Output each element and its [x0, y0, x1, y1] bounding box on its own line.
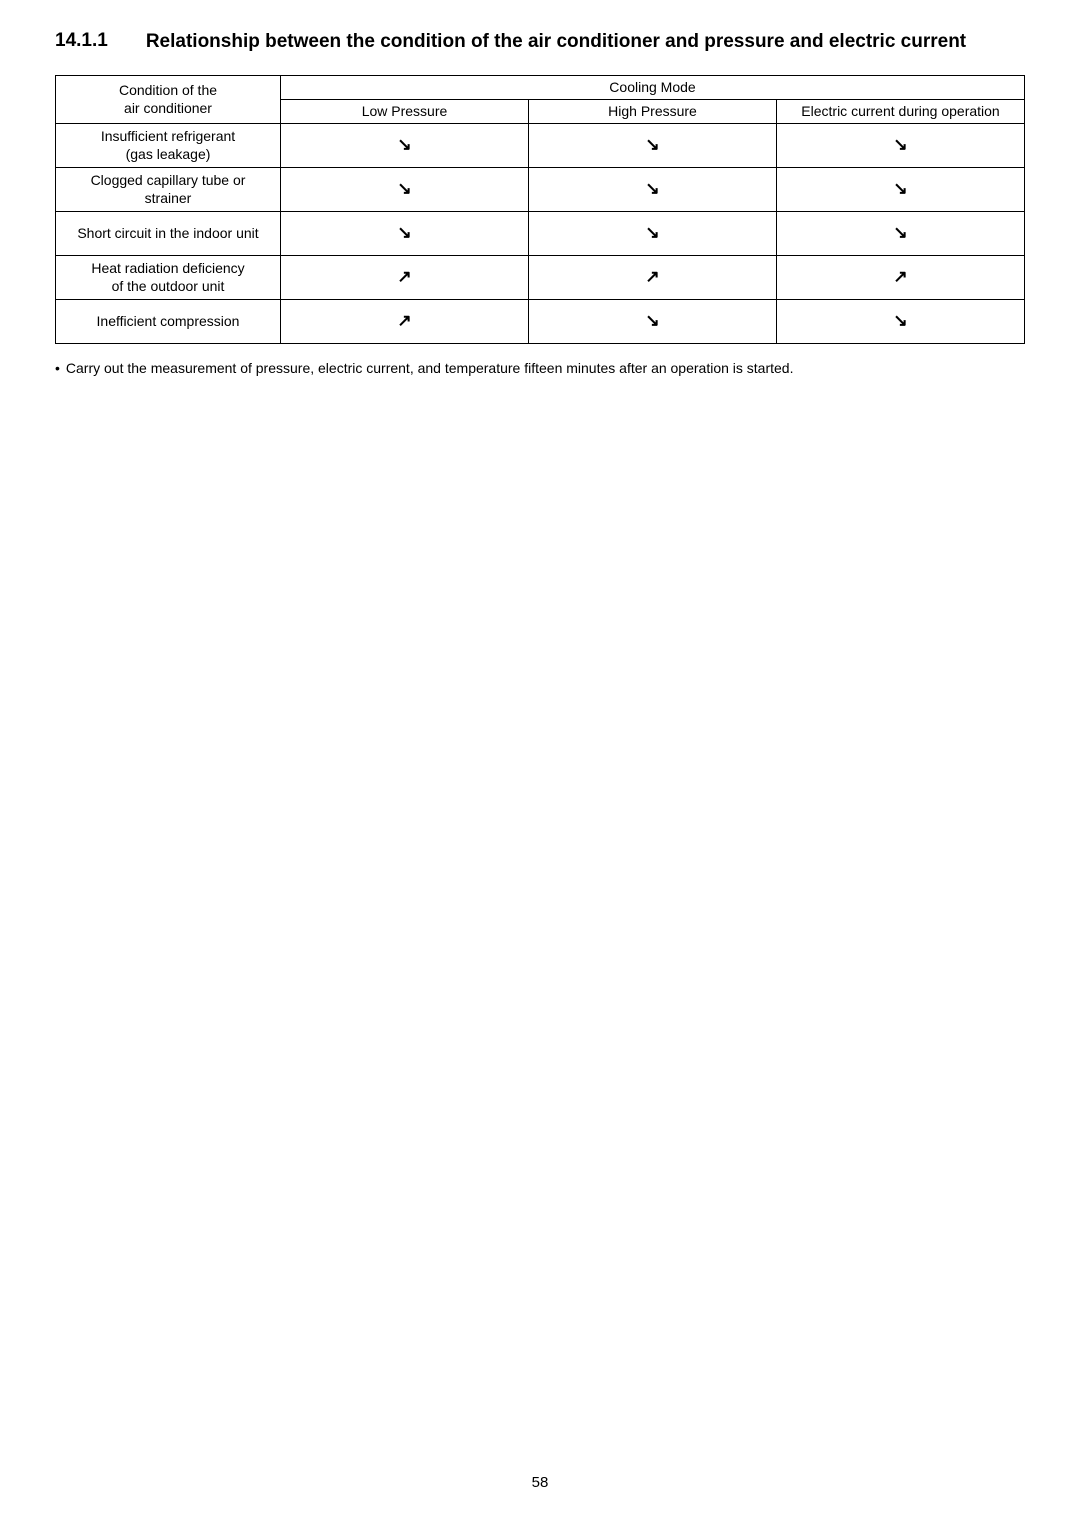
table-row: Heat radiation deficiency of the outdoor… [56, 255, 1025, 299]
section-heading: 14.1.1 Relationship between the conditio… [55, 30, 1025, 55]
arrow-icon: ↘ [893, 179, 907, 198]
condition-line2: strainer [145, 190, 192, 206]
condition-line2: (gas leakage) [126, 146, 211, 162]
condition-line1: Inefficient compression [97, 313, 240, 329]
low-pressure-cell: ↗ [281, 255, 529, 299]
arrow-icon: ↘ [397, 135, 411, 154]
bullet-icon: • [55, 360, 60, 376]
table-row: Clogged capillary tube or strainer ↘ ↘ ↘ [56, 167, 1025, 211]
condition-cell: Short circuit in the indoor unit [56, 211, 281, 255]
current-cell: ↘ [777, 211, 1025, 255]
arrow-icon: ↘ [645, 223, 659, 242]
condition-header-cell: Condition of the air conditioner [56, 75, 281, 123]
arrow-icon: ↗ [397, 311, 411, 330]
current-cell: ↗ [777, 255, 1025, 299]
arrow-icon: ↘ [645, 179, 659, 198]
low-pressure-cell: ↘ [281, 167, 529, 211]
condition-line1: Clogged capillary tube or [91, 172, 246, 188]
arrow-icon: ↘ [397, 223, 411, 242]
current-cell: ↘ [777, 167, 1025, 211]
high-pressure-cell: ↘ [529, 167, 777, 211]
condition-cell: Inefficient compression [56, 299, 281, 343]
cooling-mode-header: Cooling Mode [281, 75, 1025, 99]
low-pressure-cell: ↗ [281, 299, 529, 343]
condition-table: Condition of the air conditioner Cooling… [55, 75, 1025, 344]
high-pressure-cell: ↘ [529, 211, 777, 255]
page-number: 58 [0, 1474, 1080, 1491]
condition-cell: Clogged capillary tube or strainer [56, 167, 281, 211]
table-row: Inefficient compression ↗ ↘ ↘ [56, 299, 1025, 343]
arrow-icon: ↘ [645, 135, 659, 154]
column-header-current: Electric current during operation [777, 99, 1025, 123]
low-pressure-cell: ↘ [281, 123, 529, 167]
high-pressure-cell: ↘ [529, 299, 777, 343]
column-header-low: Low Pressure [281, 99, 529, 123]
condition-line2: of the outdoor unit [112, 278, 225, 294]
condition-header-line2: air conditioner [124, 100, 212, 116]
current-cell: ↘ [777, 123, 1025, 167]
table-row: Insufficient refrigerant (gas leakage) ↘… [56, 123, 1025, 167]
condition-line1: Insufficient refrigerant [101, 128, 235, 144]
heading-number: 14.1.1 [55, 30, 108, 52]
condition-cell: Heat radiation deficiency of the outdoor… [56, 255, 281, 299]
arrow-icon: ↗ [893, 267, 907, 286]
condition-line1: Heat radiation deficiency [91, 260, 244, 276]
arrow-icon: ↘ [893, 135, 907, 154]
arrow-icon: ↗ [397, 267, 411, 286]
column-header-high: High Pressure [529, 99, 777, 123]
footnote-text: Carry out the measurement of pressure, e… [66, 360, 794, 376]
table-row: Short circuit in the indoor unit ↘ ↘ ↘ [56, 211, 1025, 255]
heading-text: Relationship between the condition of th… [146, 30, 966, 55]
arrow-icon: ↘ [397, 179, 411, 198]
arrow-icon: ↘ [893, 223, 907, 242]
arrow-icon: ↘ [893, 311, 907, 330]
arrow-icon: ↘ [645, 311, 659, 330]
current-cell: ↘ [777, 299, 1025, 343]
condition-cell: Insufficient refrigerant (gas leakage) [56, 123, 281, 167]
high-pressure-cell: ↘ [529, 123, 777, 167]
footnote: • Carry out the measurement of pressure,… [55, 360, 1025, 376]
condition-header-line1: Condition of the [119, 82, 217, 98]
condition-line1: Short circuit in the indoor unit [77, 225, 258, 241]
low-pressure-cell: ↘ [281, 211, 529, 255]
high-pressure-cell: ↗ [529, 255, 777, 299]
arrow-icon: ↗ [645, 267, 659, 286]
